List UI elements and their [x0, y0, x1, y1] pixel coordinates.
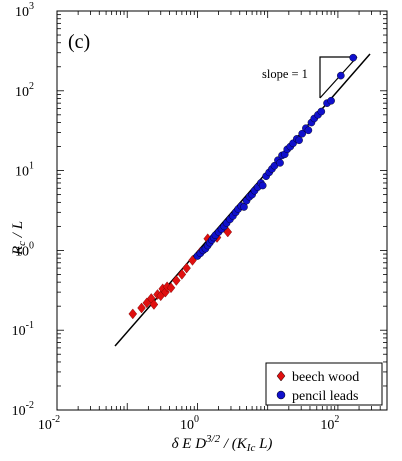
x-label-sub: Ic	[246, 442, 256, 454]
point-beech-wood	[166, 282, 176, 294]
point-pencil-leads	[304, 126, 313, 135]
y-tick-label: 102	[15, 81, 34, 100]
y-tick-label-base: 10	[12, 404, 26, 419]
x-tick-label-base: 10	[38, 418, 52, 433]
legend-label-beech-wood: beech wood	[292, 370, 359, 385]
legend-label-pencil-leads: pencil leads	[292, 389, 358, 404]
x-tick-label-exp: 0	[194, 414, 199, 425]
x-label-part1: δ E D	[172, 436, 207, 452]
legend-marker-beech-wood	[276, 370, 286, 382]
x-label-part2: / (K	[220, 436, 248, 452]
slope-annotation: slope = 1	[262, 67, 308, 81]
point-pencil-leads	[258, 181, 267, 190]
y-tick-label-base: 10	[15, 85, 29, 100]
x-tick-label-base: 10	[180, 418, 194, 433]
legend-box	[265, 362, 383, 406]
point-pencil-leads	[295, 136, 303, 145]
y-tick-label: 103	[15, 1, 34, 20]
y-tick-label-base: 10	[15, 5, 29, 20]
y-tick-label: 10-1	[12, 320, 34, 339]
plot-frame	[56, 10, 388, 411]
point-beech-wood	[149, 299, 159, 310]
point-beech-wood	[182, 262, 191, 274]
slope-triangle	[319, 56, 357, 98]
point-beech-wood	[177, 269, 187, 280]
x-tick-label-exp: -2	[52, 414, 60, 425]
x-tick-label: 102	[320, 414, 339, 433]
point-pencil-leads	[298, 129, 306, 138]
x-tick-label: 100	[180, 414, 199, 433]
legend-marker-pencil-leads	[276, 390, 286, 400]
y-tick-label: 10-2	[12, 400, 34, 419]
point-beech-wood	[128, 308, 138, 320]
y-label-r: R	[10, 246, 26, 256]
y-tick-label-base: 10	[15, 165, 29, 180]
x-tick-label-exp: 2	[334, 414, 339, 425]
point-pencil-leads	[349, 53, 357, 62]
y-axis-label: Rc / L	[10, 221, 28, 256]
point-pencil-leads	[276, 159, 284, 167]
points-layer	[128, 53, 357, 320]
x-label-exp: 3/2	[205, 433, 221, 445]
y-tick-label-exp: 3	[29, 1, 34, 12]
panel-label: (c)	[68, 31, 90, 53]
y-tick-label: 101	[15, 161, 34, 180]
y-label-slash: / L	[10, 221, 26, 241]
y-label-c: c	[16, 241, 28, 246]
point-pencil-leads	[337, 71, 345, 80]
y-tick-label-exp: -1	[26, 320, 34, 331]
x-axis-label: δ E D3/2 / (KIc L)	[172, 433, 273, 454]
point-pencil-leads	[327, 96, 335, 105]
point-beech-wood	[172, 275, 181, 286]
y-tick-label-exp: 1	[29, 161, 34, 172]
y-tick-label-base: 10	[12, 324, 26, 339]
ticks-layer	[56, 10, 388, 411]
x-tick-label: 10-2	[38, 414, 60, 433]
y-tick-label: 100	[15, 240, 34, 259]
legend: beech wood pencil leads	[265, 362, 383, 406]
point-pencil-leads	[317, 107, 326, 116]
y-tick-label-exp: 2	[29, 81, 34, 92]
y-tick-label-exp: 0	[29, 240, 34, 251]
x-label-part3: L)	[255, 436, 272, 452]
x-tick-label-base: 10	[320, 418, 334, 433]
y-tick-label-exp: -2	[26, 400, 34, 411]
y-tick-label-base: 10	[15, 244, 29, 259]
point-beech-wood	[137, 302, 146, 314]
